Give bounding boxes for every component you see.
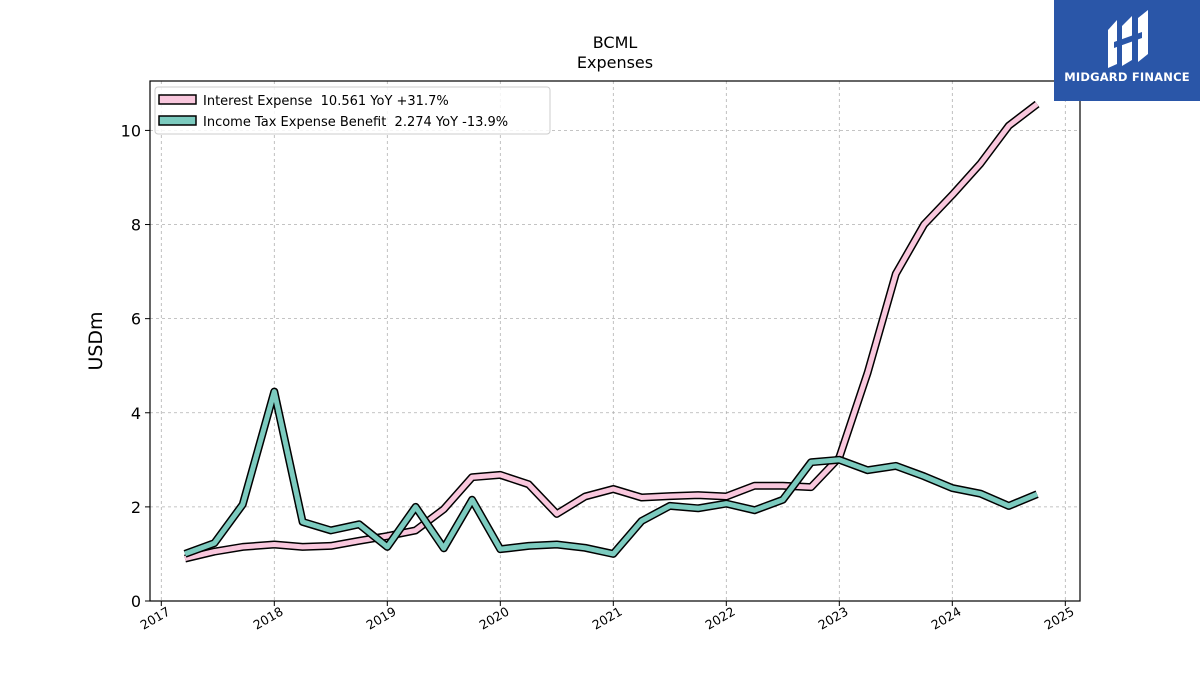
x-tick-label: 2019 [364,604,399,633]
y-axis: 0 2 4 6 8 10 [121,121,150,611]
chart-title: BCML [593,33,638,52]
y-tick-label: 8 [131,216,141,235]
series-line-0 [184,102,1039,562]
series-lines [183,100,1040,563]
midgard-logo-icon [1108,10,1148,68]
legend-label-0: Interest Expense 10.561 YoY +31.7% [203,94,449,109]
grid-lines [150,81,1080,602]
y-tick-label: 2 [131,498,141,517]
y-tick-label: 0 [131,592,141,611]
y-tick-label: 4 [131,404,141,423]
y-axis-label: USDm [85,311,107,370]
x-tick-label: 2022 [703,604,738,633]
logo-text: MIDGARD FINANCE [1064,70,1190,84]
x-tick-label: 2020 [477,604,512,633]
y-tick-label: 6 [131,310,141,329]
x-axis: 2017 2018 2019 2020 2021 2022 2023 2024 2025 [138,601,1077,633]
chart-subtitle: Expenses [577,53,653,72]
legend-swatch-1 [158,115,197,126]
x-tick-label: 2018 [251,604,286,633]
legend-swatch-0 [158,94,197,105]
x-tick-label: 2021 [590,604,625,633]
plot-frame [149,80,1081,602]
brand-logo: MIDGARD FINANCE [1054,0,1200,101]
y-tick-label: 10 [121,121,141,140]
legend: Interest Expense 10.561 YoY +31.7% Income… [154,86,551,135]
x-tick-label: 2025 [1042,604,1077,633]
x-tick-label: 2017 [138,604,173,633]
legend-label-1: Income Tax Expense Benefit 2.274 YoY -13… [203,115,508,130]
series-line-1 [184,389,1039,557]
x-tick-label: 2024 [929,604,964,633]
legend-box [154,86,551,135]
x-tick-label: 2023 [816,604,851,633]
